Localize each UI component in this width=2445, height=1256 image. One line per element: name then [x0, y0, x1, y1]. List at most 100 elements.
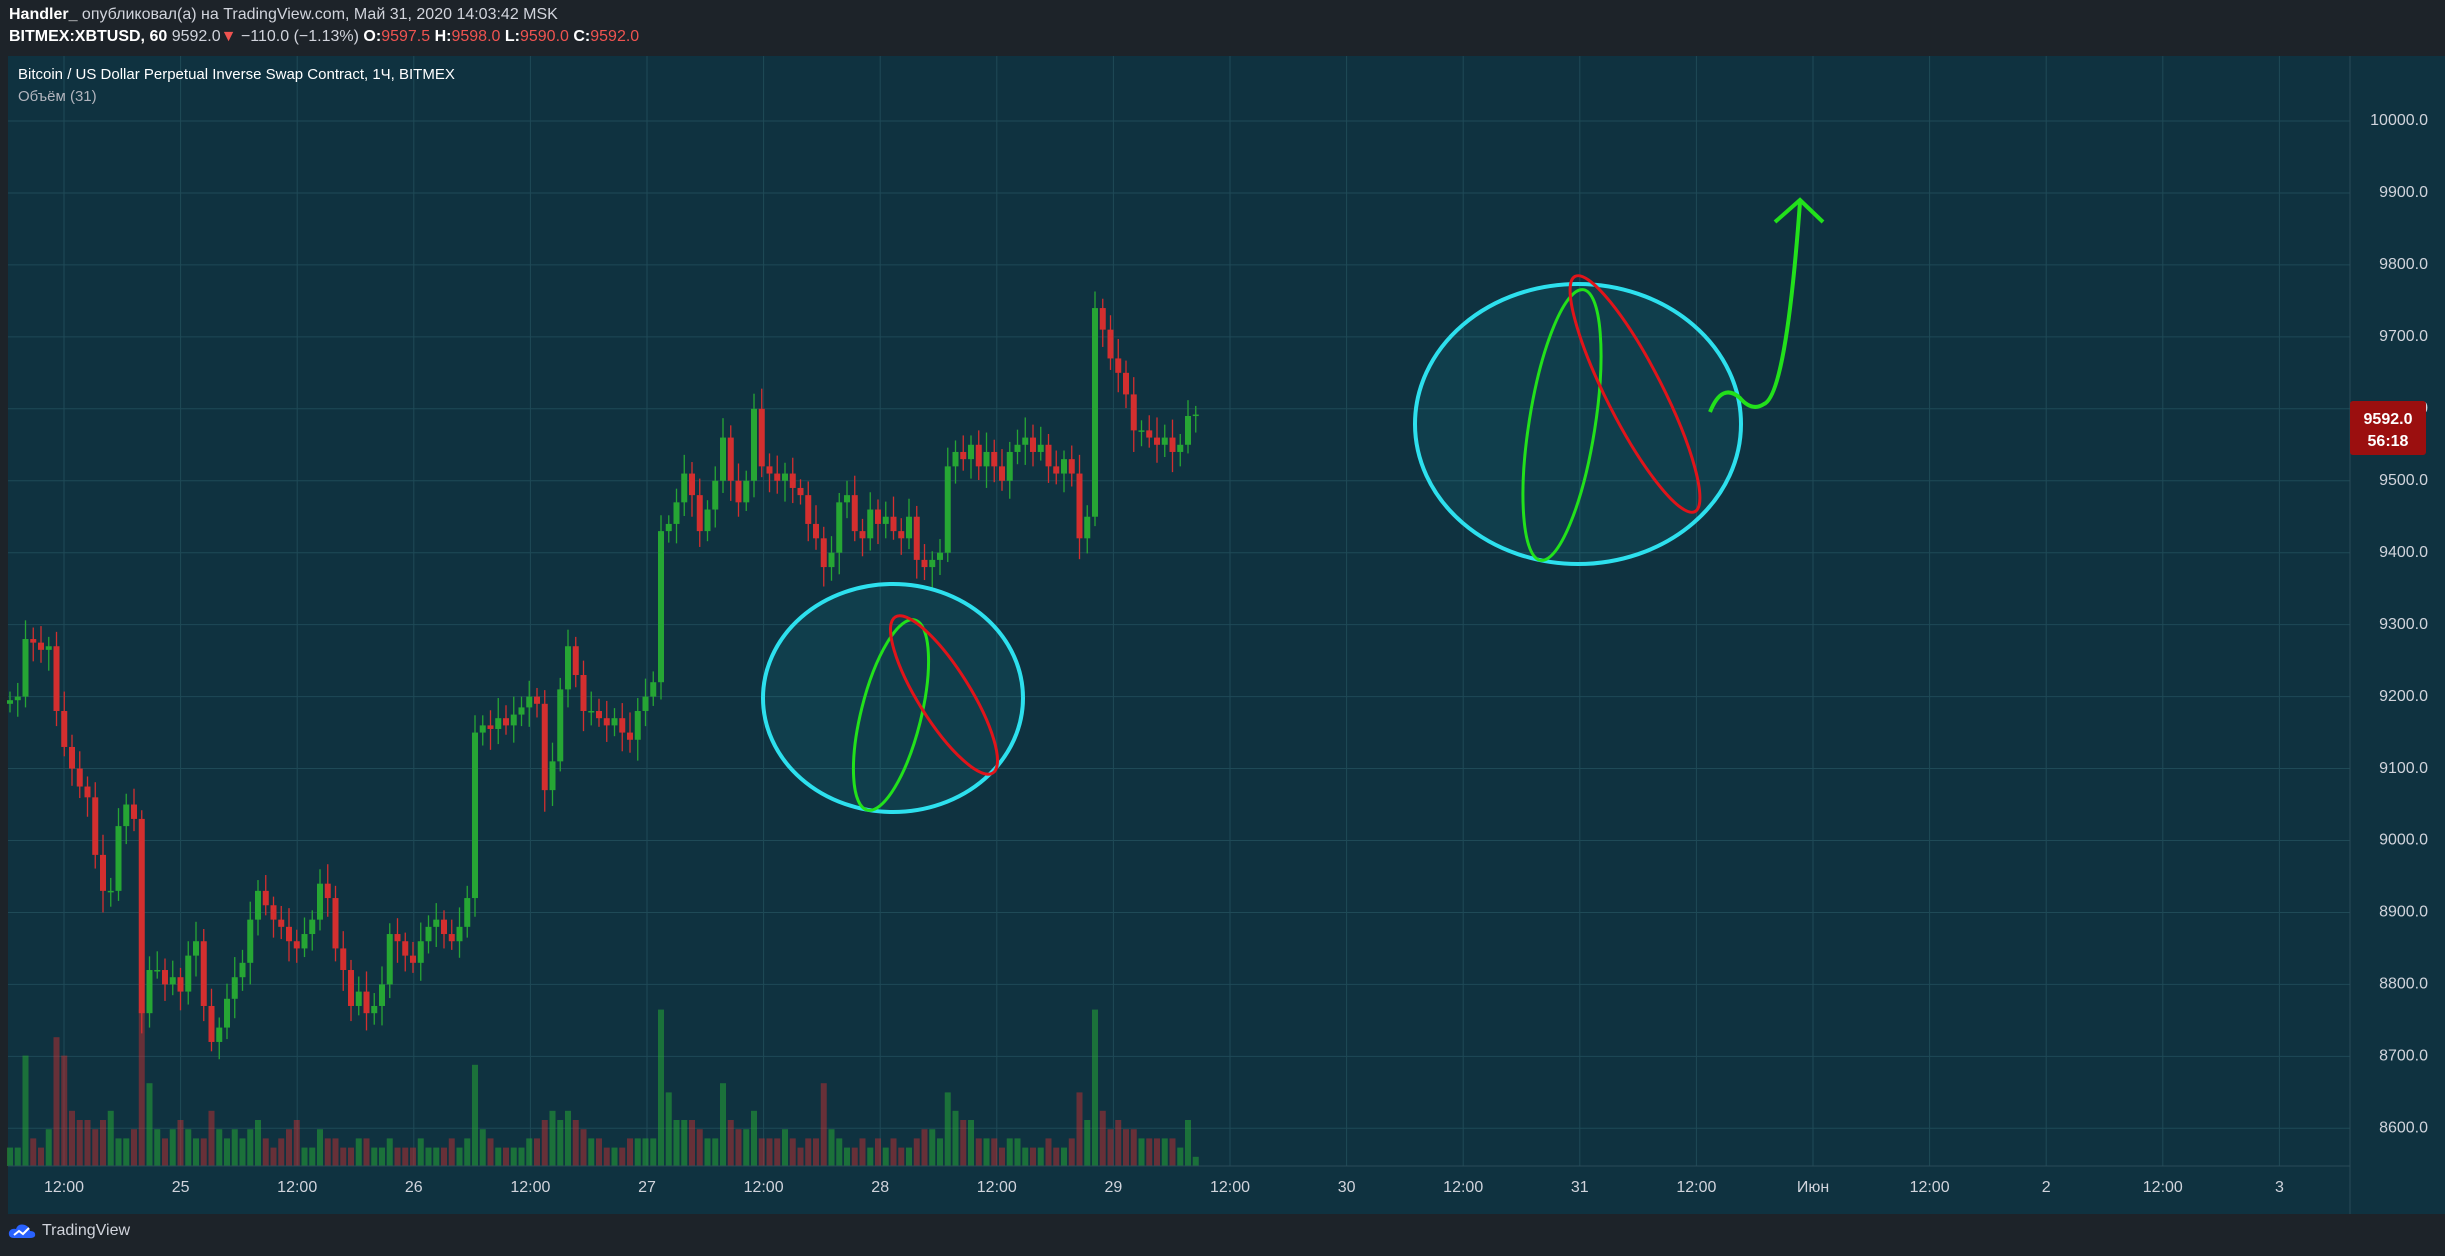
volume-bar	[286, 1129, 292, 1166]
price-axis-pane[interactable]	[2350, 56, 2445, 1166]
candle-down	[100, 854, 106, 891]
low-value: 9590.0	[519, 28, 569, 45]
volume-bar	[681, 1120, 688, 1166]
volume-bars	[7, 1009, 1199, 1166]
time-tick-label: 26	[405, 1179, 423, 1196]
volume-bar	[324, 1138, 331, 1166]
time-tick-label: 12:00	[2143, 1179, 2183, 1196]
chart-pane[interactable]	[8, 56, 2350, 1166]
candle-up	[1192, 414, 1199, 417]
candle-down	[131, 804, 137, 819]
price-tick-label: 9100.0	[2379, 760, 2428, 777]
candle-up	[549, 761, 556, 791]
volume-legend[interactable]: Объём (31)	[18, 88, 97, 105]
down-arrow-icon: ▼	[220, 28, 237, 45]
green-ellipse-right[interactable]	[1508, 285, 1616, 566]
volume-bar	[495, 1147, 502, 1166]
candle-up	[472, 732, 478, 899]
candle-up	[634, 710, 641, 740]
candle-down	[572, 646, 579, 676]
arrowhead-icon[interactable]	[1773, 197, 1825, 224]
volume-bar	[200, 1138, 207, 1166]
volume-bar	[441, 1147, 447, 1166]
volume-bar	[30, 1138, 37, 1166]
volume-bar	[968, 1120, 974, 1166]
candle-down	[596, 710, 602, 719]
candle-down	[875, 509, 881, 524]
volume-bar	[1014, 1138, 1021, 1166]
volume-bar	[1076, 1092, 1083, 1166]
candle-up	[247, 919, 254, 963]
volume-bar	[797, 1147, 804, 1166]
time-tick-label: 12:00	[1910, 1179, 1950, 1196]
price-tick-label: 9800.0	[2379, 256, 2428, 273]
candle-down	[286, 926, 292, 942]
author-name[interactable]: Handler_	[9, 6, 78, 23]
volume-bar	[944, 1092, 951, 1166]
time-tick-label: 12:00	[1443, 1179, 1483, 1196]
candle-down	[1107, 329, 1114, 359]
chart-legend-title[interactable]: Bitcoin / US Dollar Perpetual Inverse Sw…	[18, 66, 455, 83]
time-tick-label: 31	[1571, 1179, 1589, 1196]
volume-bar	[456, 1147, 463, 1166]
candle-up	[518, 707, 525, 715]
time-axis[interactable]: 12:00 25 12:00 26 12:00 27 12:00 28 12:00 29 12:00…	[44, 1179, 2284, 1196]
volume-bar	[875, 1138, 881, 1166]
volume-bar	[45, 1129, 52, 1166]
candle-down	[789, 473, 796, 488]
price-tick-label: 8600.0	[2379, 1120, 2428, 1137]
candle-up	[867, 509, 874, 539]
symbol-line: BITMEX:XBTUSD, 60 9592.0▼ −110.0 (−1.13%…	[9, 28, 639, 46]
green-projection-arrow[interactable]	[1708, 201, 1802, 413]
candle-up	[650, 682, 657, 697]
candle-down	[851, 495, 858, 532]
time-tick-label: 3	[2275, 1179, 2284, 1196]
tradingview-logo[interactable]: TradingView	[8, 1222, 130, 1240]
red-ellipse-left[interactable]	[873, 603, 1015, 787]
candle-up	[642, 696, 649, 711]
candle-up	[417, 941, 424, 963]
volume-bar	[758, 1138, 765, 1166]
price-tick-label: 9700.0	[2379, 328, 2428, 345]
volume-bar	[1045, 1138, 1052, 1166]
volume-bar	[828, 1129, 835, 1166]
red-ellipse-right[interactable]	[1550, 264, 1720, 525]
candle-up	[22, 639, 29, 697]
candle-down	[696, 495, 703, 532]
volume-bar	[278, 1138, 285, 1166]
open-value: 9597.5	[381, 28, 431, 45]
candle-up	[983, 451, 990, 467]
price-axis[interactable]: 10000.09900.09800.09700.09600.09500.0940…	[2370, 112, 2428, 1136]
candle-down	[689, 473, 695, 496]
candle-up	[782, 473, 788, 481]
volume-bar	[138, 1009, 145, 1166]
candle-up	[588, 710, 595, 713]
volume-bar	[588, 1138, 595, 1166]
close-label: C:	[573, 28, 591, 45]
volume-bar	[247, 1129, 254, 1166]
volume-bar	[549, 1110, 556, 1166]
candle-down	[975, 444, 982, 467]
candle-down	[348, 970, 354, 1006]
candle-up	[433, 919, 440, 927]
volume-bar	[487, 1138, 494, 1166]
volume-bar	[92, 1129, 99, 1166]
volume-bar	[255, 1120, 261, 1166]
candle-up	[1092, 308, 1098, 517]
candle-down	[960, 451, 967, 460]
time-axis-pane[interactable]	[8, 1166, 2445, 1214]
volume-bar	[332, 1138, 339, 1166]
volume-bar	[541, 1120, 548, 1166]
volume-bar	[394, 1147, 401, 1166]
volume-bar	[402, 1147, 409, 1166]
last-price: 9592.0	[171, 28, 221, 45]
candle-up	[844, 495, 850, 503]
candle-down	[278, 919, 285, 927]
candle-up	[479, 725, 486, 733]
volume-bar	[1185, 1120, 1191, 1166]
cyan-ellipse-right[interactable]	[1413, 282, 1743, 566]
volume-bar	[115, 1138, 122, 1166]
candle-up	[720, 437, 726, 481]
volume-bar	[1138, 1138, 1145, 1166]
